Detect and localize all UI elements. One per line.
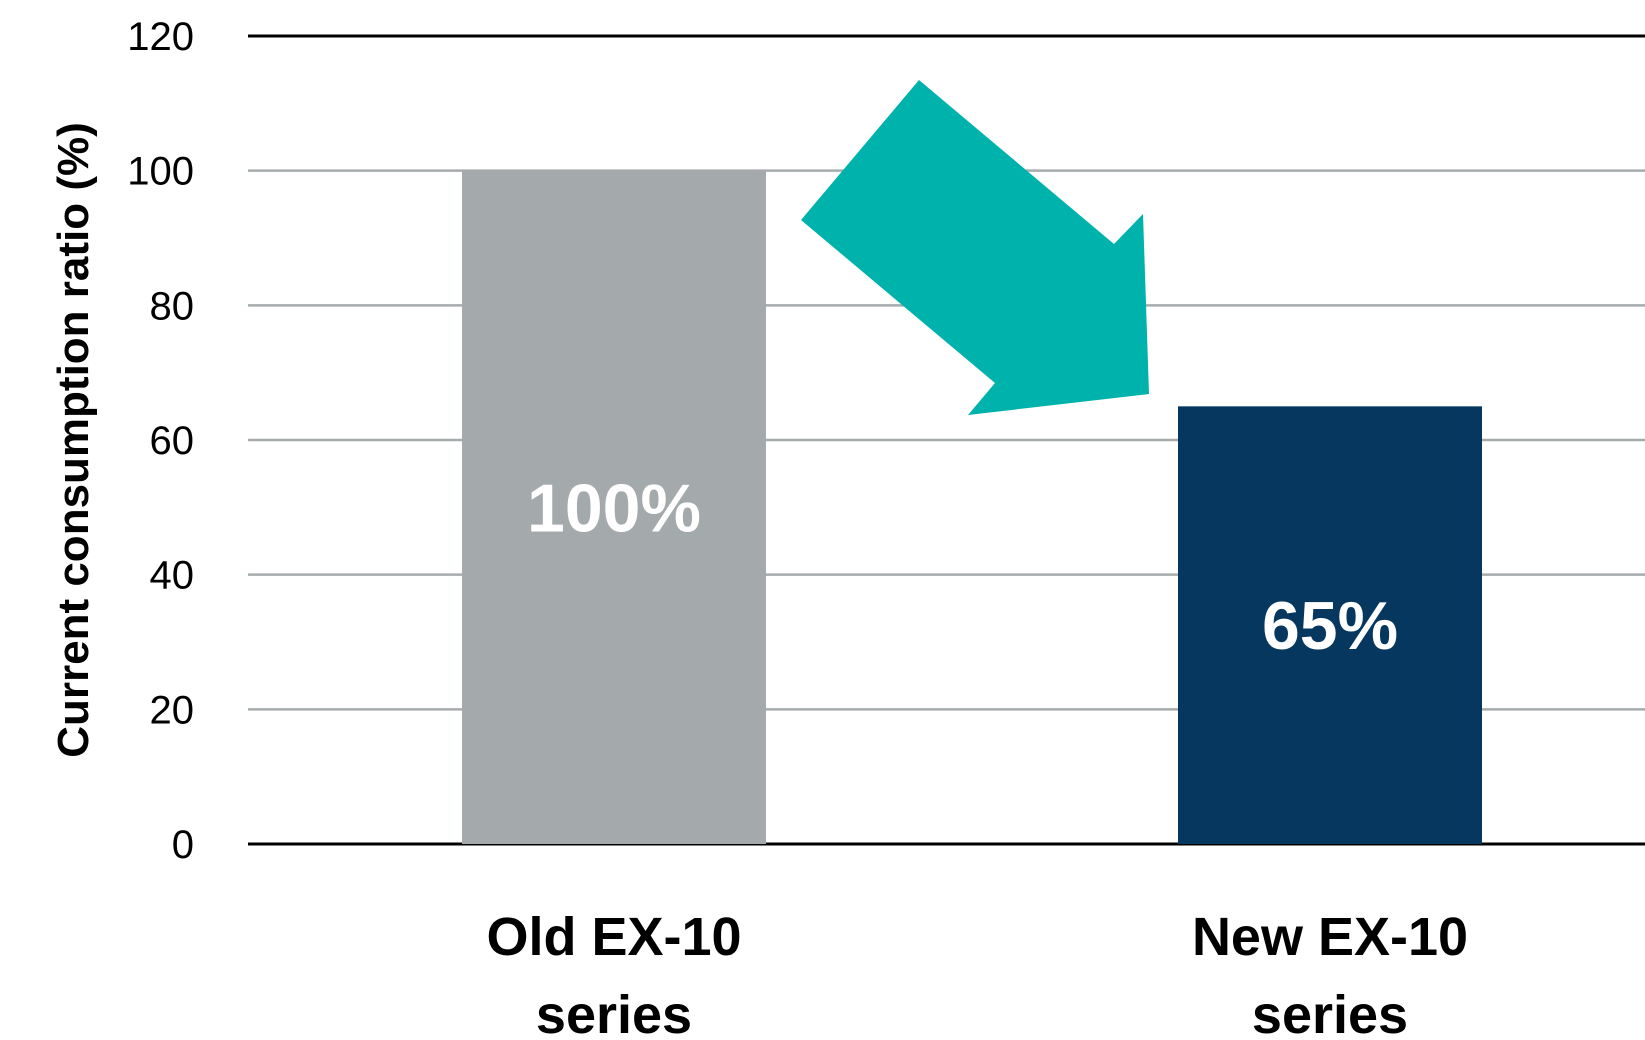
y-tick-label-60: 60 (150, 419, 195, 463)
bar-1 (1178, 406, 1482, 844)
y-axis: 0 20 40 60 80 100 120 (127, 15, 194, 867)
category-label-0-line-1: series (536, 985, 692, 1040)
bars: 100% 65% (462, 170, 1482, 844)
y-tick-label-80: 80 (150, 284, 195, 328)
y-tick-label-40: 40 (150, 554, 195, 598)
y-axis-title: Current consumption ratio (%) (49, 122, 98, 758)
data-label-0: 100% (527, 470, 701, 546)
arrow-annotation (801, 80, 1149, 415)
y-tick-label-120: 120 (127, 15, 194, 59)
y-tick-label-100: 100 (127, 150, 194, 194)
bar-0 (462, 170, 766, 844)
category-label-1-line-1: series (1252, 985, 1408, 1040)
y-tick-label-20: 20 (150, 688, 195, 732)
x-axis-categories: Old EX-10 series New EX-10 series (486, 907, 1468, 1040)
data-label-1: 65% (1262, 588, 1398, 664)
category-label-0-line-0: Old EX-10 (486, 907, 741, 967)
arrow-shape (801, 80, 1149, 415)
category-label-1: New EX-10 series (1192, 907, 1468, 1040)
y-tick-label-0: 0 (172, 823, 194, 867)
category-label-1-line-0: New EX-10 (1192, 907, 1468, 967)
category-label-0: Old EX-10 series (486, 907, 741, 1040)
